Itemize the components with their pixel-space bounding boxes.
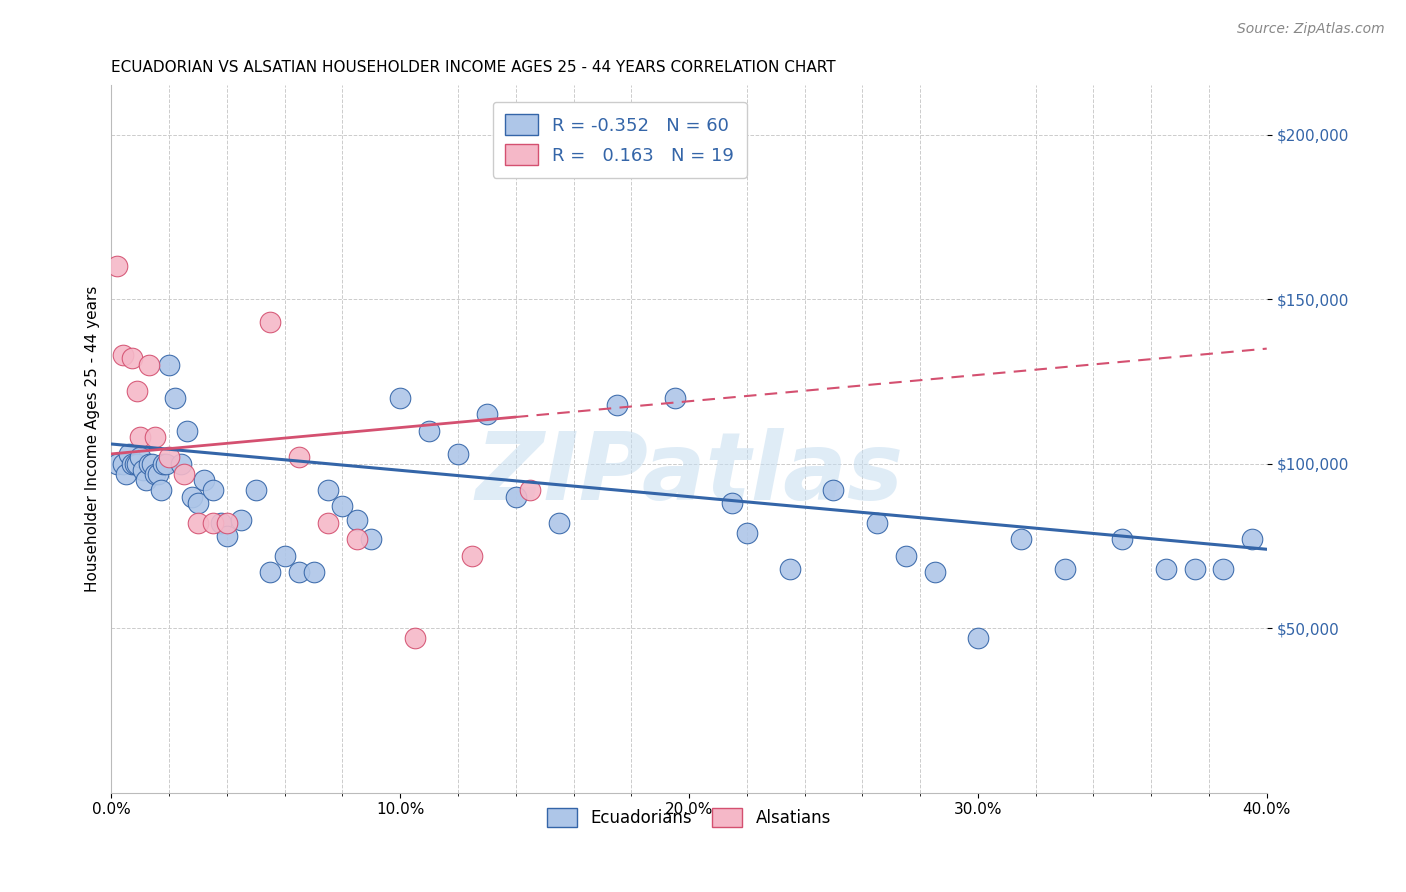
Point bbox=[149, 483, 172, 497]
Point bbox=[181, 490, 204, 504]
Point bbox=[823, 483, 845, 497]
Point bbox=[302, 566, 325, 580]
Point bbox=[215, 529, 238, 543]
Point bbox=[360, 533, 382, 547]
Point bbox=[135, 473, 157, 487]
Point bbox=[447, 447, 470, 461]
Point bbox=[115, 467, 138, 481]
Point bbox=[606, 398, 628, 412]
Point bbox=[201, 516, 224, 530]
Point bbox=[346, 533, 368, 547]
Point bbox=[894, 549, 917, 563]
Point bbox=[664, 391, 686, 405]
Point bbox=[118, 447, 141, 461]
Point bbox=[173, 467, 195, 481]
Point bbox=[316, 516, 339, 530]
Point bbox=[170, 457, 193, 471]
Point bbox=[389, 391, 412, 405]
Point bbox=[259, 315, 281, 329]
Text: ECUADORIAN VS ALSATIAN HOUSEHOLDER INCOME AGES 25 - 44 YEARS CORRELATION CHART: ECUADORIAN VS ALSATIAN HOUSEHOLDER INCOM… bbox=[111, 60, 837, 75]
Point bbox=[105, 260, 128, 274]
Point bbox=[121, 457, 143, 471]
Point bbox=[129, 430, 152, 444]
Point bbox=[138, 457, 160, 471]
Point bbox=[519, 483, 541, 497]
Point bbox=[273, 549, 295, 563]
Point bbox=[1154, 562, 1177, 576]
Point bbox=[124, 457, 146, 471]
Point bbox=[132, 463, 155, 477]
Point bbox=[967, 631, 990, 645]
Point bbox=[404, 631, 426, 645]
Point bbox=[1010, 533, 1032, 547]
Point bbox=[418, 424, 440, 438]
Point bbox=[157, 450, 180, 465]
Point bbox=[259, 566, 281, 580]
Point bbox=[1241, 533, 1264, 547]
Point bbox=[143, 430, 166, 444]
Point bbox=[176, 424, 198, 438]
Point bbox=[141, 457, 163, 471]
Point bbox=[143, 467, 166, 481]
Text: Source: ZipAtlas.com: Source: ZipAtlas.com bbox=[1237, 22, 1385, 37]
Point bbox=[779, 562, 801, 576]
Point bbox=[152, 457, 174, 471]
Point bbox=[548, 516, 571, 530]
Point bbox=[127, 457, 149, 471]
Point bbox=[231, 513, 253, 527]
Point bbox=[316, 483, 339, 497]
Point bbox=[138, 358, 160, 372]
Point bbox=[121, 351, 143, 366]
Point bbox=[866, 516, 889, 530]
Point bbox=[288, 450, 311, 465]
Point bbox=[721, 496, 744, 510]
Point bbox=[1212, 562, 1234, 576]
Point bbox=[332, 500, 354, 514]
Point bbox=[187, 496, 209, 510]
Point bbox=[163, 391, 186, 405]
Point bbox=[111, 457, 134, 471]
Point bbox=[111, 348, 134, 362]
Point bbox=[288, 566, 311, 580]
Point bbox=[155, 457, 177, 471]
Point bbox=[146, 467, 169, 481]
Point bbox=[105, 457, 128, 471]
Point bbox=[193, 473, 215, 487]
Point bbox=[157, 358, 180, 372]
Point bbox=[475, 408, 498, 422]
Point bbox=[245, 483, 267, 497]
Point bbox=[1111, 533, 1133, 547]
Point bbox=[129, 450, 152, 465]
Text: ZIPatlas: ZIPatlas bbox=[475, 428, 903, 520]
Point bbox=[1184, 562, 1206, 576]
Point bbox=[924, 566, 946, 580]
Point bbox=[215, 516, 238, 530]
Point bbox=[187, 516, 209, 530]
Legend: Ecuadorians, Alsatians: Ecuadorians, Alsatians bbox=[540, 801, 838, 834]
Point bbox=[1053, 562, 1076, 576]
Point bbox=[209, 516, 232, 530]
Point bbox=[505, 490, 527, 504]
Point bbox=[127, 384, 149, 399]
Point bbox=[461, 549, 484, 563]
Point bbox=[201, 483, 224, 497]
Y-axis label: Householder Income Ages 25 - 44 years: Householder Income Ages 25 - 44 years bbox=[86, 285, 100, 592]
Point bbox=[735, 525, 758, 540]
Point bbox=[346, 513, 368, 527]
